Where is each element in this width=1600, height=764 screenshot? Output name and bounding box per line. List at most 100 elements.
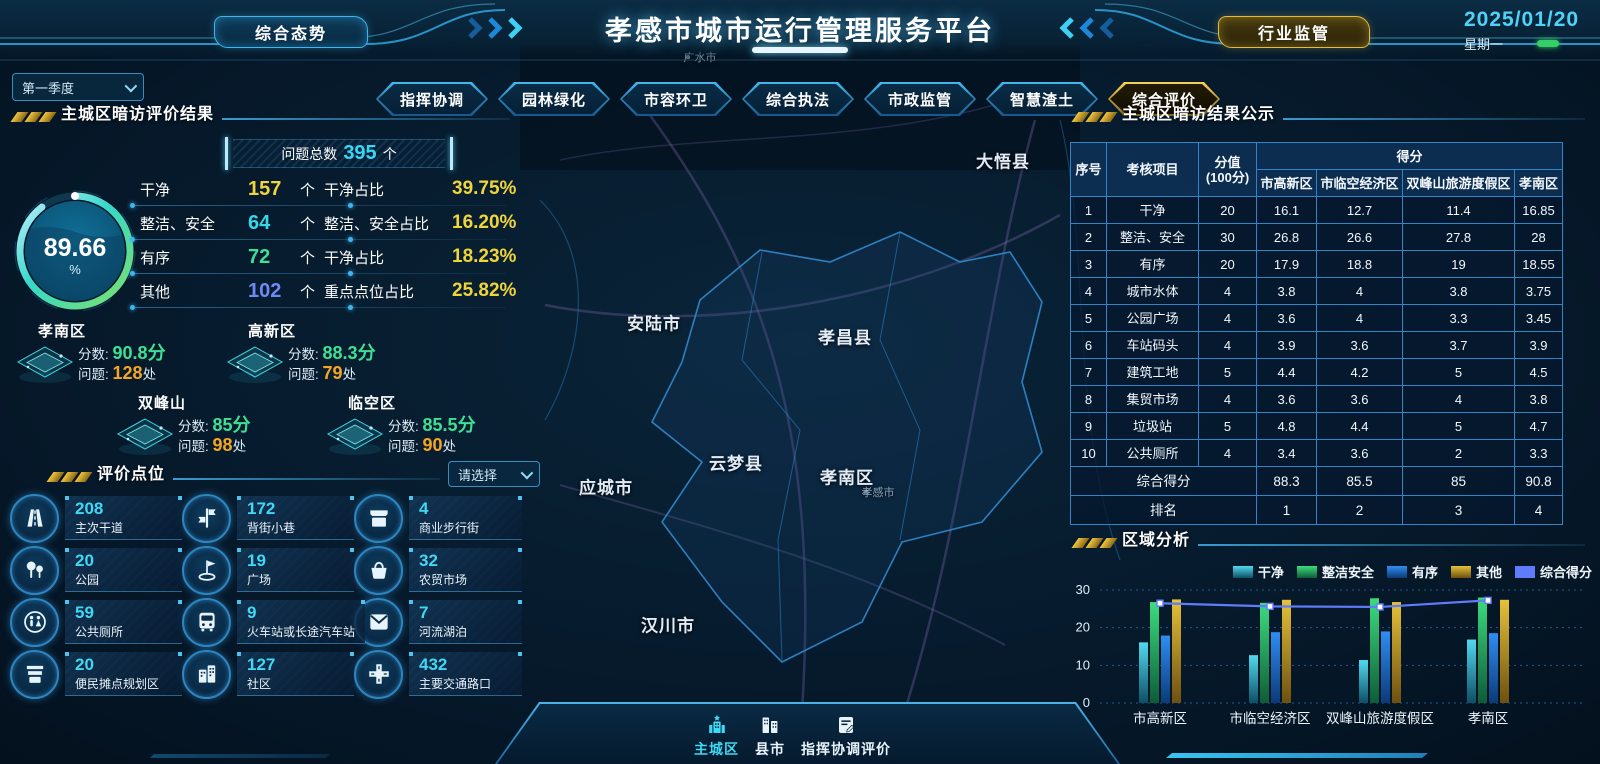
district-card-临空区[interactable]: 临空区 分数: 85.5分 问题: 90处 <box>322 392 527 459</box>
points-filter-select[interactable]: 请选择 <box>448 461 540 487</box>
col-region-双峰山旅游度假区: 双峰山旅游度假区 <box>1402 169 1515 197</box>
cell-value: 2 <box>1402 439 1515 467</box>
cell-value: 3.7 <box>1402 331 1515 359</box>
point-item-公园[interactable]: 20 公园 <box>10 544 182 596</box>
nav-tab-综合执法[interactable]: 综合执法 <box>742 82 854 116</box>
point-item-商业步行街[interactable]: 4 商业步行街 <box>354 492 522 544</box>
section-underline <box>222 118 510 120</box>
district-card-双峰山[interactable]: 双峰山 分数: 85分 问题: 98处 <box>112 392 317 459</box>
point-item-河流湖泊[interactable]: 7 河流湖泊 <box>354 596 522 648</box>
cell-value: 26.6 <box>1316 223 1403 251</box>
legend-label: 干净 <box>1257 565 1284 580</box>
tab-comprehensive-situation[interactable]: 综合态势 <box>214 16 368 48</box>
footer-tabs: 主城区 县市 指挥协调评价 <box>497 704 1118 764</box>
legend-item-整洁安全[interactable]: 整洁安全 <box>1296 562 1374 581</box>
tab-industry-supervision[interactable]: 行业监管 <box>1218 16 1370 48</box>
point-label: 背街小巷 <box>247 521 296 535</box>
district-issues-label: 问题: <box>78 367 109 382</box>
points-filter-value: 请选择 <box>458 467 498 483</box>
stat-value: 64 <box>248 211 271 234</box>
district-hologram-icon <box>16 346 74 383</box>
svg-text:10: 10 <box>1076 657 1090 672</box>
table-row: 1 干净 20 16.1 12.7 11.4 16.85 <box>1070 196 1564 224</box>
district-name: 双峰山 <box>138 395 187 412</box>
point-item-社区[interactable]: 127 社区 <box>182 648 354 700</box>
cell-score: 5 <box>1198 412 1257 440</box>
nav-tab-指挥协调[interactable]: 指挥协调 <box>376 82 488 116</box>
legend-item-综合得分[interactable]: 综合得分 <box>1514 562 1592 581</box>
point-label: 广场 <box>247 573 272 587</box>
quarter-select[interactable]: 第一季度 <box>12 73 144 101</box>
table-summary-row: 综合得分 88.3 85.5 85 90.8 <box>1070 466 1564 496</box>
point-label: 主要交通路口 <box>419 677 492 691</box>
nav-tab-综合评价[interactable]: 综合评价 <box>1108 82 1220 116</box>
table-row: 10 公共厕所 4 3.4 3.6 2 3.3 <box>1070 439 1564 467</box>
footer-tab-主城区[interactable]: 主城区 <box>694 713 739 759</box>
cell-score: 4 <box>1198 331 1257 359</box>
col-region-孝南区: 孝南区 <box>1513 169 1564 197</box>
point-card: 172 背街小巷 <box>237 496 354 540</box>
district-score: 88.3分 <box>322 343 376 363</box>
district-hologram-icon <box>226 346 284 383</box>
point-card: 59 公共厕所 <box>65 600 182 644</box>
cell-seq: 8 <box>1070 385 1107 413</box>
point-label: 火车站或长途汽车站 <box>247 625 356 639</box>
nav-tab-园林绿化[interactable]: 园林绿化 <box>498 82 610 116</box>
point-item-主要交通路口[interactable]: 432 主要交通路口 <box>354 648 522 700</box>
district-issues: 98 <box>212 435 233 455</box>
point-label: 社区 <box>247 677 272 691</box>
point-item-主次干道[interactable]: 208 主次干道 <box>10 492 182 544</box>
legend-item-其他[interactable]: 其他 <box>1450 562 1502 581</box>
point-item-广场[interactable]: 19 广场 <box>182 544 354 596</box>
cell-item: 垃圾站 <box>1106 412 1199 440</box>
evaluation-points-grid: 208 主次干道 172 背街小巷 4 商业步行街 20 公园 19 广场 32 农贸市场 59 公共厕所… <box>10 492 522 700</box>
legend-item-干净[interactable]: 干净 <box>1232 562 1284 581</box>
point-label: 公园 <box>75 573 100 587</box>
road-icon <box>26 509 43 527</box>
cell-seq: 5 <box>1070 304 1107 332</box>
legend-item-有序[interactable]: 有序 <box>1386 562 1438 581</box>
cell-seq: 6 <box>1070 331 1107 359</box>
table-row: 4 城市水体 4 3.8 4 3.8 3.75 <box>1070 277 1564 305</box>
cell-score: 5 <box>1198 358 1257 386</box>
nav-tab-市政监管[interactable]: 市政监管 <box>864 82 976 116</box>
section-decoration <box>46 472 93 482</box>
point-item-便民摊点规划区[interactable]: 20 便民摊点规划区 <box>10 648 182 700</box>
point-item-背街小巷[interactable]: 172 背街小巷 <box>182 492 354 544</box>
summary-value: 4 <box>1513 495 1564 525</box>
point-value: 7 <box>419 603 429 622</box>
point-icon-wrap <box>182 493 231 543</box>
district-card-孝南区[interactable]: 孝南区 分数: 90.8分 问题: 128处 <box>12 320 217 387</box>
district-score-label: 分数: <box>288 347 319 362</box>
svg-text:20: 20 <box>1076 620 1090 635</box>
table-row: 5 公园广场 4 3.6 4 3.3 3.45 <box>1070 304 1564 332</box>
point-icon-wrap <box>182 597 231 647</box>
cell-value: 3.6 <box>1316 385 1403 413</box>
cell-value: 3.3 <box>1513 439 1564 467</box>
summary-value: 3 <box>1402 495 1515 525</box>
title-underline <box>752 47 848 53</box>
summary-value: 88.3 <box>1256 466 1317 496</box>
cell-value: 18.8 <box>1316 250 1403 278</box>
point-item-农贸市场[interactable]: 32 农贸市场 <box>354 544 522 596</box>
cell-value: 4.2 <box>1316 358 1403 386</box>
footer-tab-县市[interactable]: 县市 <box>755 713 785 759</box>
section-title: 评价点位 <box>97 466 166 483</box>
col-item: 考核项目 <box>1106 142 1199 197</box>
summary-value: 85 <box>1402 466 1515 496</box>
nav-tab-label: 指挥协调 <box>399 91 464 109</box>
point-item-公共厕所[interactable]: 59 公共厕所 <box>10 596 182 648</box>
nav-tab-市容环卫[interactable]: 市容环卫 <box>620 82 732 116</box>
results-table: 序号 考核项目 分值 (100分) 得分 市高新区 市临空经济区 双峰山旅游度假区 孝南区 1 干净… <box>1070 142 1564 525</box>
nav-tab-智慧渣土[interactable]: 智慧渣土 <box>986 82 1098 116</box>
point-item-火车站或长途汽车站[interactable]: 9 火车站或长途汽车站 <box>182 596 366 648</box>
cell-value: 16.1 <box>1256 196 1317 224</box>
cell-value: 11.4 <box>1402 196 1515 224</box>
cell-item: 车站码头 <box>1106 331 1199 359</box>
datetime-display: 2025/01/20 星期一 <box>1464 8 1584 53</box>
district-card-高新区[interactable]: 高新区 分数: 88.3分 问题: 79处 <box>222 320 427 387</box>
footer-tab-指挥协调评价[interactable]: 指挥协调评价 <box>801 713 891 759</box>
stat-value: 102 <box>248 279 282 302</box>
stat-ratio-label: 重点点位占比 <box>324 283 415 301</box>
